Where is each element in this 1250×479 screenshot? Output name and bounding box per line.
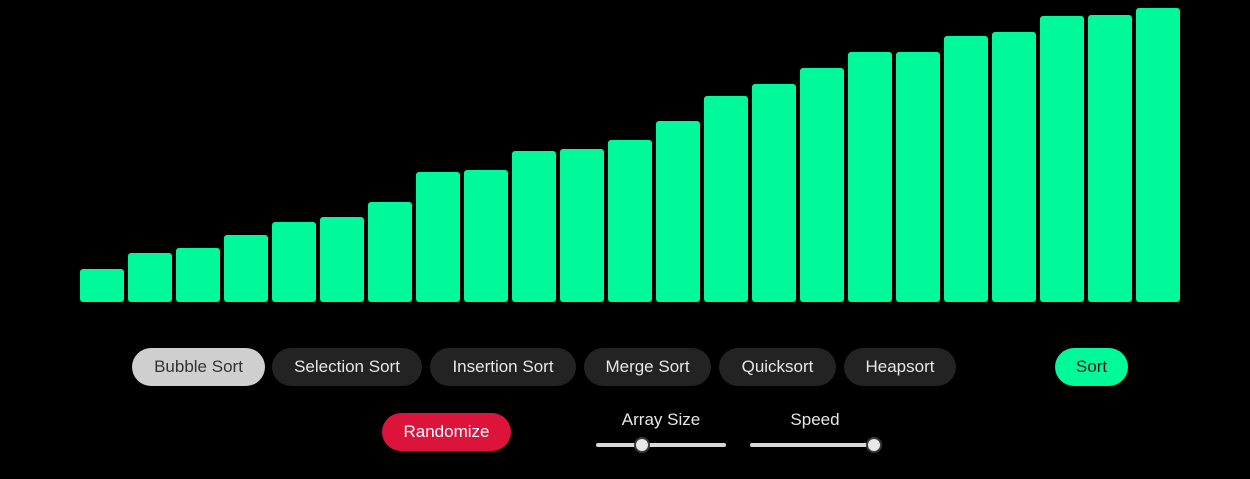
array-bar: [368, 202, 412, 302]
speed-slider-track[interactable]: [750, 443, 880, 447]
array-size-slider-track[interactable]: [596, 443, 726, 447]
array-bar: [656, 121, 700, 302]
array-bar: [704, 96, 748, 302]
array-bar: [560, 149, 604, 302]
array-bar: [944, 36, 988, 302]
array-bar: [416, 172, 460, 302]
array-bar: [752, 84, 796, 302]
selection-sort-button[interactable]: Selection Sort: [272, 348, 422, 386]
array-bar: [800, 68, 844, 302]
array-bar: [1088, 15, 1132, 302]
array-bar: [896, 52, 940, 302]
array-bar: [320, 217, 364, 302]
array-size-label: Array Size: [596, 410, 726, 430]
array-size-slider[interactable]: [596, 437, 726, 453]
array-bar: [992, 32, 1036, 302]
array-bar: [512, 151, 556, 302]
quicksort-button[interactable]: Quicksort: [719, 348, 836, 386]
array-bar: [608, 140, 652, 302]
speed-slider[interactable]: [750, 437, 880, 453]
heapsort-button[interactable]: Heapsort: [844, 348, 956, 386]
randomize-button[interactable]: Randomize: [382, 413, 511, 451]
speed-label: Speed: [750, 410, 880, 430]
array-bar: [272, 222, 316, 302]
bubble-sort-button[interactable]: Bubble Sort: [132, 348, 265, 386]
array-bar: [848, 52, 892, 302]
array-bar: [128, 253, 172, 302]
speed-slider-thumb[interactable]: [866, 437, 882, 453]
insertion-sort-button[interactable]: Insertion Sort: [430, 348, 576, 386]
array-bar: [176, 248, 220, 302]
array-size-slider-thumb[interactable]: [634, 437, 650, 453]
array-bar: [1136, 8, 1180, 302]
array-bar: [1040, 16, 1084, 302]
bar-chart: [80, 8, 1182, 302]
sort-button[interactable]: Sort: [1055, 348, 1128, 386]
array-bar: [80, 269, 124, 302]
merge-sort-button[interactable]: Merge Sort: [584, 348, 711, 386]
array-bar: [224, 235, 268, 302]
array-bar: [464, 170, 508, 302]
